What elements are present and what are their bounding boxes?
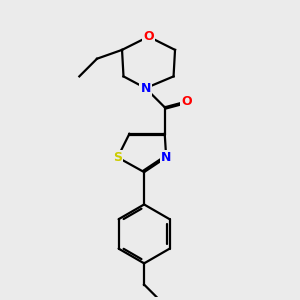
Text: O: O bbox=[143, 30, 154, 43]
Text: N: N bbox=[140, 82, 151, 95]
Text: S: S bbox=[113, 151, 122, 164]
Text: O: O bbox=[182, 95, 192, 108]
Text: N: N bbox=[161, 151, 171, 164]
